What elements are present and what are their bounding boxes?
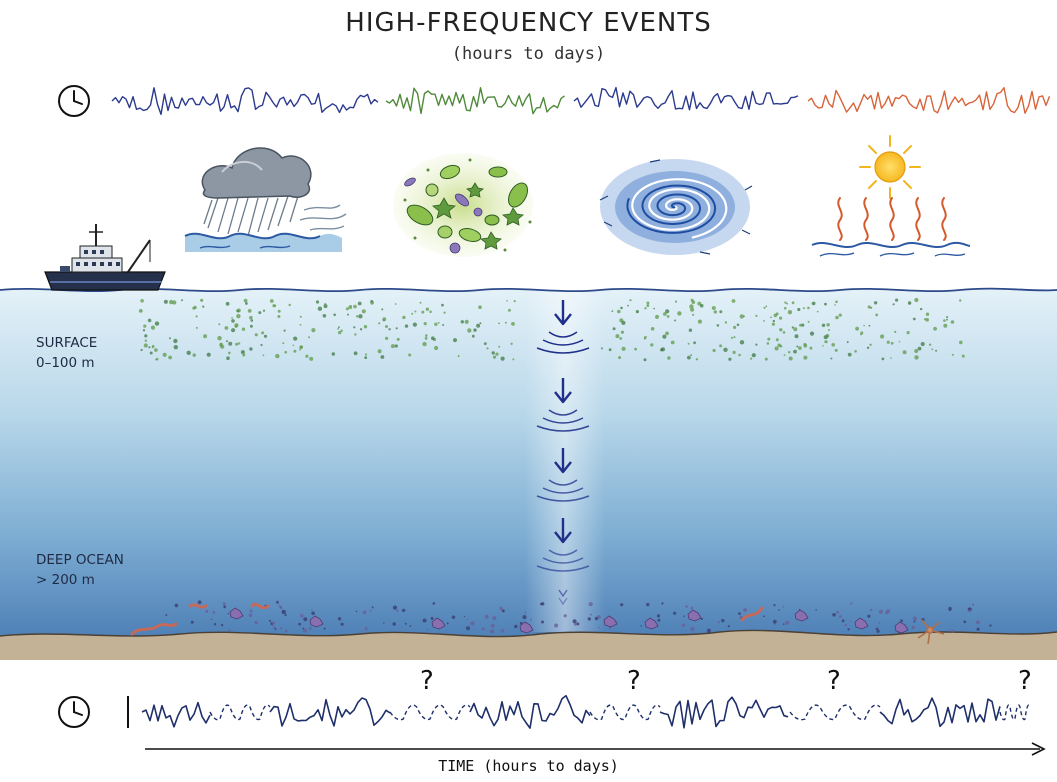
unknown-gap-marker: ? — [420, 666, 434, 696]
diagram-title: HIGH-FREQUENCY EVENTS — [345, 8, 712, 38]
event-signal-lines — [111, 86, 1051, 116]
unknown-gap-marker: ? — [627, 666, 641, 696]
phytoplankton-icon — [393, 153, 533, 257]
sinking-flux-arrows — [536, 300, 590, 606]
surface-label-range: 0–100 m — [36, 355, 95, 371]
deep-ocean-label: DEEP OCEAN > 200 m — [36, 550, 124, 590]
ocean-water-column — [0, 287, 1057, 640]
surface-plankton-dots — [138, 297, 965, 362]
eddy-signal — [573, 86, 799, 111]
ship-icon — [44, 224, 166, 291]
surface-label: SURFACE 0–100 m — [36, 333, 97, 373]
unknown-gap-marker: ? — [1018, 666, 1032, 696]
storm-signal — [111, 87, 379, 116]
clock-icon — [58, 85, 90, 117]
storm-cloud-icon — [184, 147, 347, 252]
clock-icon-bottom — [58, 696, 90, 728]
sun-heat-icon — [811, 135, 971, 257]
diagram-subtitle: (hours to days) — [451, 44, 606, 64]
time-axis-label: TIME (hours to days) — [438, 757, 619, 775]
heatwave-signal — [807, 87, 1051, 114]
observed-signal-line — [141, 694, 1031, 729]
deep-ocean-label-name: DEEP OCEAN — [36, 552, 124, 568]
phytoplankton-bloom-signal — [385, 87, 565, 115]
eddy-icon — [599, 159, 753, 255]
unknown-gap-marker: ? — [827, 666, 841, 696]
seafloor — [0, 629, 1057, 660]
deep-ocean-label-range: > 200 m — [36, 572, 95, 588]
time-axis-arrow — [145, 742, 1046, 756]
starfish-icon — [917, 619, 945, 645]
surface-label-name: SURFACE — [36, 335, 98, 351]
seafloor-worms — [130, 602, 764, 636]
seafloor-debris — [165, 600, 992, 634]
